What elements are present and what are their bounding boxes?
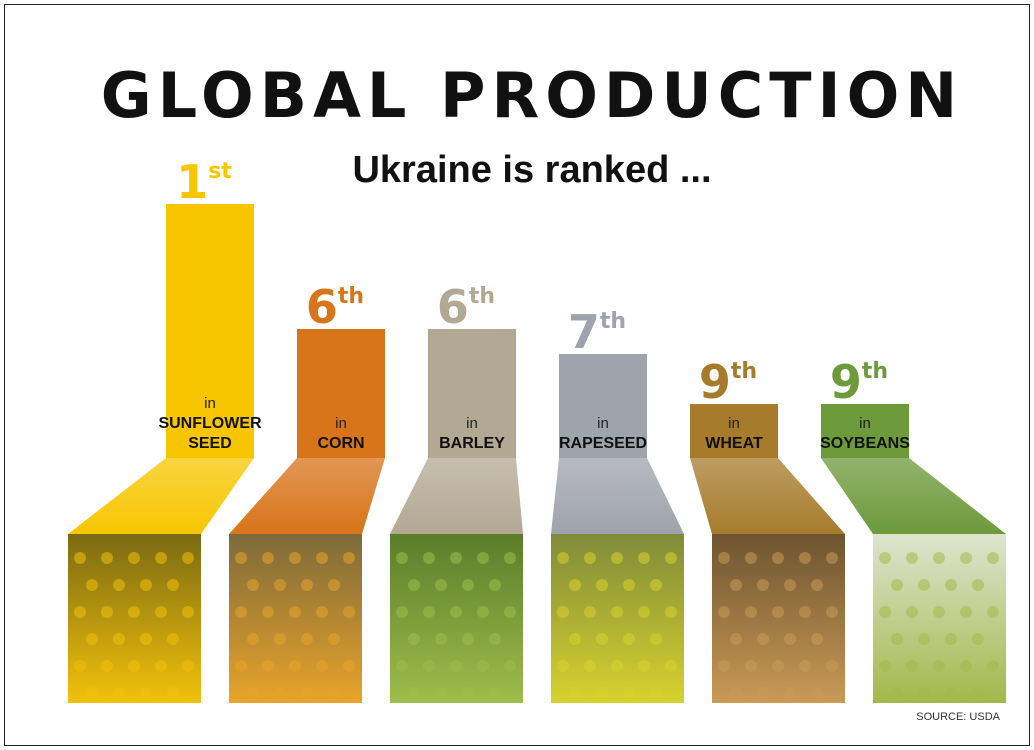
label-soybeans-line-1: SOYBEANS xyxy=(820,435,910,452)
connector-sunflower-seed xyxy=(68,458,254,534)
rank-barley: 6th xyxy=(437,280,495,334)
label-barley-line-1: BARLEY xyxy=(439,435,505,452)
connector-wheat xyxy=(690,458,845,534)
source-label: SOURCE: USDA xyxy=(916,711,1000,723)
connector-barley xyxy=(390,458,523,534)
bar-soybeans xyxy=(821,404,909,458)
label-corn-line-1: CORN xyxy=(317,435,364,452)
label-prefix-corn: in xyxy=(335,415,347,432)
bar-wheat xyxy=(690,404,778,458)
rank-soybeans: 9th xyxy=(830,355,888,409)
rank-sunflower-seed: 1st xyxy=(176,155,232,209)
label-prefix-soybeans: in xyxy=(859,415,871,432)
label-rapeseed-line-1: RAPESEED xyxy=(559,435,647,452)
label-prefix-sunflower-seed: in xyxy=(204,395,216,412)
connector-soybeans xyxy=(821,458,1006,534)
label-sunflower-seed-line-2: SEED xyxy=(188,435,232,452)
rank-rapeseed: 7th xyxy=(568,305,626,359)
bar-sunflower-seed xyxy=(166,204,254,458)
bar-rapeseed xyxy=(559,354,647,458)
label-wheat-line-1: WHEAT xyxy=(705,435,763,452)
photo-sunflower-seed xyxy=(68,534,201,703)
label-sunflower-seed-line-1: SUNFLOWER xyxy=(158,415,262,432)
label-prefix-barley: in xyxy=(466,415,478,432)
photo-barley xyxy=(390,534,523,703)
label-prefix-wheat: in xyxy=(728,415,740,432)
connector-rapeseed xyxy=(551,458,684,534)
connector-corn xyxy=(229,458,385,534)
bar-barley xyxy=(428,329,516,458)
bars-group: 1st in SUNFLOWER SEED 6th in CORN 6th in BARLEY 7t… xyxy=(68,155,1006,703)
rank-corn: 6th xyxy=(306,280,364,334)
bar-corn xyxy=(297,329,385,458)
photo-wheat xyxy=(712,534,845,703)
chart-subtitle: Ukraine is ranked ... xyxy=(352,149,711,191)
photo-rapeseed xyxy=(551,534,684,703)
label-prefix-rapeseed: in xyxy=(597,415,609,432)
chart-title: GLOBAL PRODUCTION xyxy=(101,59,963,132)
photo-corn xyxy=(229,534,362,703)
photo-soybeans xyxy=(873,534,1006,703)
rank-wheat: 9th xyxy=(699,355,757,409)
